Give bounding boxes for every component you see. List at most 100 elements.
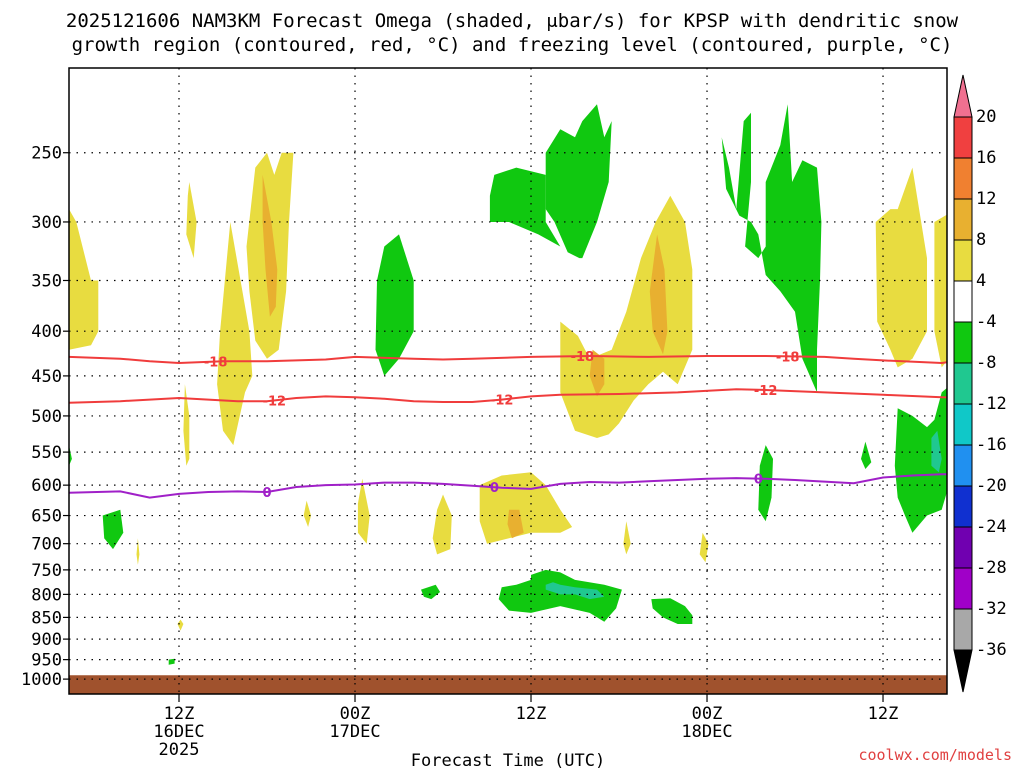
colorbar-label-12: -32 <box>976 599 1007 619</box>
colorbar-segment-4 <box>953 280 973 323</box>
omega-region-24 <box>721 104 822 393</box>
y-tick-label-350: 350 <box>31 271 62 291</box>
x-tick-label-18-1: 17DEC <box>329 722 380 742</box>
chart-title-line1: 2025121606 NAM3KM Forecast Omega (shaded… <box>66 10 959 32</box>
omega-region-3 <box>217 222 253 446</box>
x-tick-label-54-0: 12Z <box>868 704 899 724</box>
contour-label-2-2: 0 <box>754 473 763 488</box>
omega-region-8 <box>479 472 573 544</box>
colorbar-label-2: 12 <box>976 189 996 209</box>
omega-region-11 <box>589 349 605 397</box>
omega-region-17 <box>623 521 631 555</box>
omega-region-34 <box>545 582 605 600</box>
colorbar-segment-12 <box>953 608 973 651</box>
colorbar-label-9: -20 <box>976 476 1007 496</box>
colorbar-label-0: 20 <box>976 107 996 127</box>
omega-region-36 <box>69 675 947 694</box>
omega-region-6 <box>357 478 370 544</box>
omega-region-32 <box>651 598 693 624</box>
colorbar-top-arrow <box>953 74 973 118</box>
omega-region-0 <box>69 209 99 350</box>
watermark-text: coolwx.com/models <box>858 746 1012 764</box>
omega-region-14 <box>934 214 947 368</box>
y-tick-label-400: 400 <box>31 322 62 342</box>
omega-region-13 <box>875 167 927 368</box>
y-tick-label-800: 800 <box>31 585 62 605</box>
y-tick-label-750: 750 <box>31 561 62 581</box>
y-tick-label-950: 950 <box>31 651 62 671</box>
x-tick-label-6-1: 16DEC <box>153 722 204 742</box>
colorbar-bottom-arrow <box>953 649 973 693</box>
colorbar-label-1: 16 <box>976 148 996 168</box>
omega-region-16 <box>699 532 709 563</box>
x-tick-label-30-0: 12Z <box>516 704 547 724</box>
y-tick-label-900: 900 <box>31 630 62 650</box>
omega-region-27 <box>861 441 872 469</box>
x-tick-label-6-0: 12Z <box>164 704 195 724</box>
colorbar: 20 16 12 8 4 -4 -8 -12 -16 -20 -24 -28 -32 -36 <box>953 74 1007 693</box>
colorbar-segment-11 <box>953 567 973 610</box>
y-tick-label-300: 300 <box>31 213 62 233</box>
colorbar-segment-8 <box>953 444 973 487</box>
omega-region-29 <box>102 509 124 550</box>
x-axis-label: Forecast Time (UTC) <box>411 751 605 768</box>
omega-region-5 <box>262 174 278 317</box>
y-tick-label-700: 700 <box>31 535 62 555</box>
colorbar-segment-5 <box>953 321 973 364</box>
omega-region-21 <box>375 234 414 376</box>
contour-line-0 <box>69 354 947 365</box>
x-tick-label-42-1: 18DEC <box>681 722 732 742</box>
omega-region-1 <box>186 182 197 259</box>
colorbar-label-13: -36 <box>976 640 1007 660</box>
colorbar-label-8: -16 <box>976 435 1007 455</box>
omega-region-22 <box>489 167 561 247</box>
colorbar-segment-1 <box>953 157 973 200</box>
y-tick-label-1000: 1000 <box>21 670 62 690</box>
omega-region-12 <box>649 234 668 355</box>
omega-region-2 <box>183 384 190 466</box>
omega-region-19 <box>136 538 140 565</box>
colorbar-segment-0 <box>953 116 973 159</box>
contour-line-2 <box>69 473 947 499</box>
y-tick-label-600: 600 <box>31 476 62 496</box>
omega-region-18 <box>303 500 311 527</box>
omega-region-9 <box>507 509 524 539</box>
plot-frame <box>68 67 948 695</box>
omega-region-33 <box>168 658 175 665</box>
colorbar-segment-9 <box>953 485 973 528</box>
colorbar-label-6: -8 <box>976 353 996 373</box>
omega-shading <box>69 104 947 694</box>
contour-label-1-1: -12 <box>490 394 514 409</box>
colorbar-label-4: 4 <box>976 271 986 291</box>
colorbar-segment-3 <box>953 239 973 282</box>
omega-region-26 <box>758 445 773 522</box>
contour-label-0-1: -18 <box>571 350 595 365</box>
colorbar-segment-7 <box>953 403 973 446</box>
omega-region-23 <box>545 104 612 259</box>
x-tick-label-42-0: 00Z <box>692 704 723 724</box>
omega-region-20 <box>177 619 184 631</box>
colorbar-label-11: -28 <box>976 558 1007 578</box>
y-tick-label-250: 250 <box>31 144 62 164</box>
colorbar-segment-2 <box>953 198 973 241</box>
y-tick-label-450: 450 <box>31 367 62 387</box>
y-tick-label-500: 500 <box>31 407 62 427</box>
contour-label-2-0: 0 <box>262 486 271 501</box>
x-tick-label-18-0: 00Z <box>340 704 371 724</box>
omega-region-35 <box>931 430 942 473</box>
omega-region-31 <box>421 584 441 600</box>
colorbar-label-10: -24 <box>976 517 1007 537</box>
temperature-contours: -18 -18 -18 -12 -12 -12 0 0 0 <box>69 350 947 501</box>
omega-region-25 <box>894 387 947 533</box>
contour-label-0-0: -18 <box>204 356 228 371</box>
y-tick-label-650: 650 <box>31 507 62 527</box>
contour-label-0-2: -18 <box>776 350 800 365</box>
omega-region-7 <box>432 494 452 555</box>
colorbar-segment-10 <box>953 526 973 569</box>
colorbar-segment-6 <box>953 362 973 405</box>
y-tick-label-850: 850 <box>31 608 62 628</box>
contour-label-2-1: 0 <box>490 481 499 496</box>
y-tick-label-550: 550 <box>31 443 62 463</box>
